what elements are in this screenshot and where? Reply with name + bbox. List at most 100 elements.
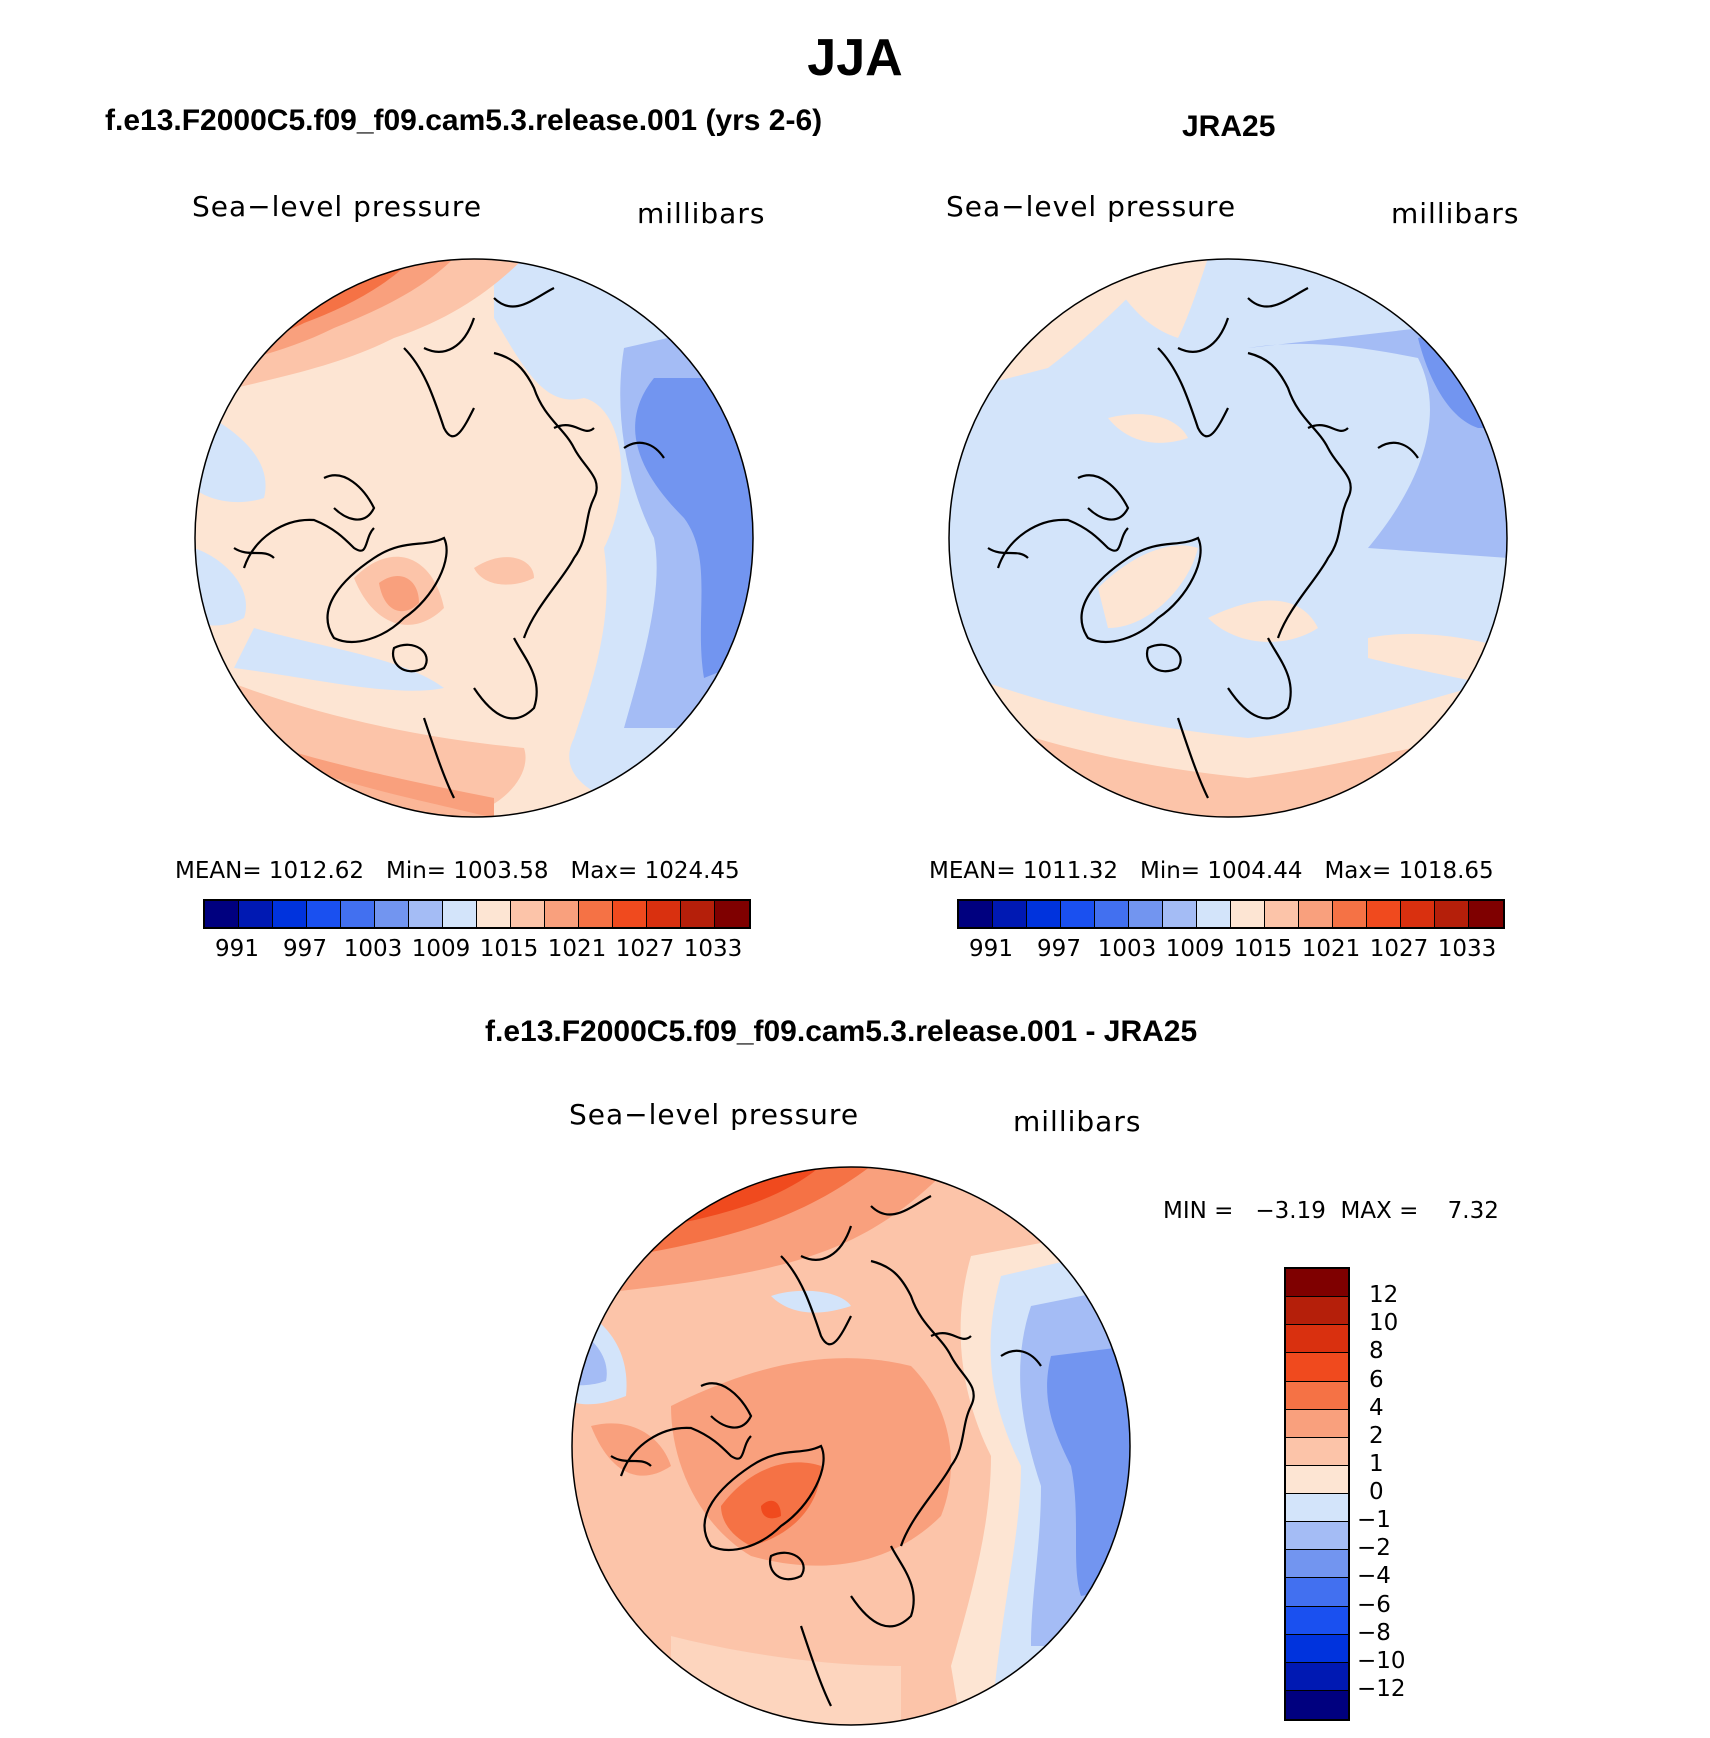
diff-colorbar-ticks: 12 10 8 6 4 2 1 0 −1 −2 −4 −6 −8 −10 −12 xyxy=(1357,1267,1437,1717)
diff-minmax: MIN = −3.19 MAX = 7.32 xyxy=(1163,1198,1499,1224)
model-colorbar-swatch xyxy=(273,901,307,927)
model-mean-value: 1012.62 xyxy=(268,858,365,884)
diff-colorbar-tick-label: 10 xyxy=(1369,1310,1399,1337)
model-colorbar-swatch xyxy=(307,901,341,927)
diff-colorbar-tick-label: 0 xyxy=(1369,1479,1384,1505)
diff-colorbar xyxy=(1284,1267,1350,1721)
obs-colorbar-swatch xyxy=(1265,901,1299,927)
diff-colorbar-tick-label: −6 xyxy=(1357,1591,1391,1618)
obs-min-label: Min= xyxy=(1139,858,1201,884)
obs-colorbar-swatch xyxy=(1299,901,1333,927)
diff-colorbar-swatch xyxy=(1286,1662,1348,1691)
diff-min-label: MIN = xyxy=(1163,1198,1234,1224)
obs-colorbar-swatch xyxy=(1401,901,1435,927)
model-colorbar-swatch xyxy=(681,901,715,927)
model-colorbar-swatch xyxy=(613,901,647,927)
diff-colorbar-tick-label: 4 xyxy=(1369,1394,1384,1421)
obs-stats: MEAN= 1011.32 Min= 1004.44 Max= 1018.65 xyxy=(929,858,1494,884)
model-colorbar-swatch xyxy=(477,901,511,927)
model-colorbar-swatch xyxy=(341,901,375,927)
model-colorbar xyxy=(203,899,751,929)
model-min-value: 1003.58 xyxy=(453,858,549,884)
model-colorbar-swatch xyxy=(715,901,749,927)
model-colorbar-swatch xyxy=(239,901,273,927)
diff-colorbar-swatch xyxy=(1286,1690,1348,1719)
obs-colorbar xyxy=(957,899,1505,929)
obs-min-value: 1004.44 xyxy=(1207,858,1303,884)
diff-min-value: −3.19 xyxy=(1255,1198,1326,1224)
model-colorbar-tick-label: 991 xyxy=(215,936,259,962)
obs-colorbar-swatch xyxy=(993,901,1027,927)
obs-colorbar-swatch xyxy=(1469,901,1503,927)
diff-colorbar-tick-label: 6 xyxy=(1369,1366,1384,1393)
diff-colorbar-swatch xyxy=(1286,1437,1348,1466)
model-variable-label: Sea−level pressure xyxy=(192,190,483,223)
model-colorbar-ticks: 991 997 1003 1009 1015 1021 1027 1033 xyxy=(203,936,747,966)
diff-max-label: MAX = xyxy=(1340,1198,1419,1224)
diff-colorbar-swatch xyxy=(1286,1634,1348,1663)
obs-colorbar-tick-label: 1027 xyxy=(1369,936,1429,962)
obs-colorbar-tick-label: 1021 xyxy=(1301,936,1361,962)
obs-mean-label: MEAN= xyxy=(929,858,1016,884)
obs-polar-map xyxy=(948,258,1508,818)
obs-max-label: Max= xyxy=(1324,858,1392,884)
diff-colorbar-swatch xyxy=(1286,1381,1348,1410)
model-max-label: Max= xyxy=(570,858,638,884)
model-panel-title: f.e13.F2000C5.f09_f09.cam5.3.release.001… xyxy=(105,104,823,137)
model-min-label: Min= xyxy=(385,858,447,884)
diff-colorbar-swatch xyxy=(1286,1550,1348,1579)
diff-colorbar-tick-label: −1 xyxy=(1357,1507,1391,1534)
model-colorbar-swatch xyxy=(579,901,613,927)
diff-colorbar-swatch xyxy=(1286,1578,1348,1607)
obs-colorbar-ticks: 991 997 1003 1009 1015 1021 1027 1033 xyxy=(957,936,1501,966)
obs-colorbar-swatch xyxy=(1197,901,1231,927)
obs-colorbar-swatch xyxy=(1231,901,1265,927)
model-colorbar-tick-label: 997 xyxy=(283,936,327,962)
obs-colorbar-tick-label: 997 xyxy=(1037,936,1081,962)
model-stats: MEAN= 1012.62 Min= 1003.58 Max= 1024.45 xyxy=(175,858,740,884)
model-colorbar-tick-label: 1009 xyxy=(411,936,471,962)
diff-max-value: 7.32 xyxy=(1447,1198,1499,1224)
obs-mean-value: 1011.32 xyxy=(1022,858,1119,884)
diff-colorbar-swatch xyxy=(1286,1269,1348,1298)
model-colorbar-tick-label: 1033 xyxy=(683,936,743,962)
model-colorbar-swatch xyxy=(545,901,579,927)
diff-colorbar-swatch xyxy=(1286,1606,1348,1635)
diff-colorbar-tick-label: 8 xyxy=(1369,1338,1384,1365)
diff-colorbar-tick-label: 12 xyxy=(1369,1282,1399,1309)
obs-colorbar-swatch xyxy=(1061,901,1095,927)
obs-colorbar-swatch xyxy=(1095,901,1129,927)
model-colorbar-swatch xyxy=(443,901,477,927)
obs-colorbar-swatch xyxy=(1435,901,1469,927)
obs-colorbar-swatch xyxy=(1163,901,1197,927)
model-polar-map xyxy=(194,258,754,818)
diff-colorbar-tick-label: −12 xyxy=(1357,1675,1406,1702)
obs-colorbar-swatch xyxy=(959,901,993,927)
obs-variable-label: Sea−level pressure xyxy=(946,190,1237,223)
obs-colorbar-swatch xyxy=(1027,901,1061,927)
obs-colorbar-tick-label: 1015 xyxy=(1233,936,1293,962)
model-mean-label: MEAN= xyxy=(175,858,262,884)
obs-colorbar-swatch xyxy=(1367,901,1401,927)
obs-colorbar-tick-label: 991 xyxy=(969,936,1013,962)
obs-panel-title: JRA25 xyxy=(1182,110,1276,143)
obs-max-value: 1018.65 xyxy=(1398,858,1494,884)
diff-colorbar-tick-label: −8 xyxy=(1357,1619,1391,1646)
model-colorbar-swatch xyxy=(511,901,545,927)
diff-variable-label: Sea−level pressure xyxy=(569,1098,860,1131)
diff-colorbar-tick-label: 2 xyxy=(1369,1422,1384,1449)
diff-polar-map xyxy=(571,1166,1131,1726)
diff-units-label: millibars xyxy=(1013,1105,1142,1138)
model-max-value: 1024.45 xyxy=(644,858,740,884)
diff-colorbar-swatch xyxy=(1286,1297,1348,1326)
diff-colorbar-swatch xyxy=(1286,1325,1348,1354)
diff-colorbar-swatch xyxy=(1286,1353,1348,1382)
model-colorbar-swatch xyxy=(409,901,443,927)
diff-panel-title: f.e13.F2000C5.f09_f09.cam5.3.release.001… xyxy=(485,1015,1198,1048)
figure-title: JJA xyxy=(807,29,903,87)
diff-colorbar-tick-label: 1 xyxy=(1369,1450,1384,1477)
obs-colorbar-tick-label: 1009 xyxy=(1165,936,1225,962)
obs-colorbar-swatch xyxy=(1333,901,1367,927)
diff-colorbar-tick-label: −10 xyxy=(1357,1647,1406,1674)
model-units-label: millibars xyxy=(637,197,766,230)
